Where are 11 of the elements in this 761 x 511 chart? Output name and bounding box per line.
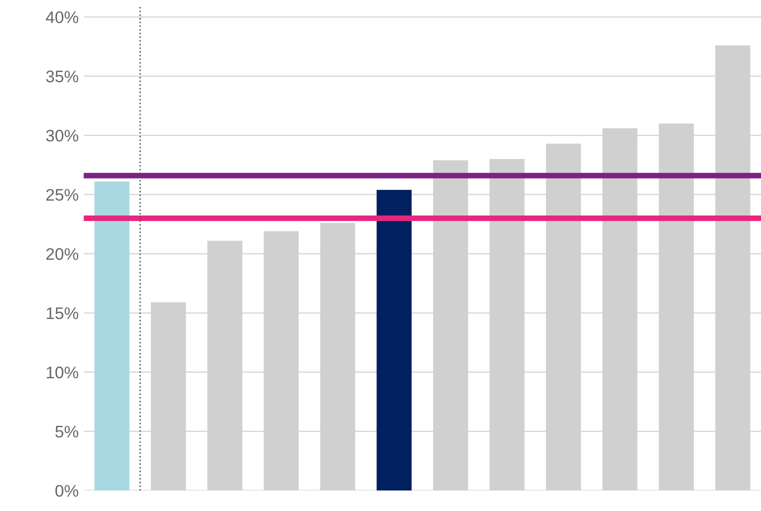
y-tick-label: 15% bbox=[46, 307, 78, 320]
y-tick-label: 0% bbox=[55, 484, 78, 497]
y-tick-label: 35% bbox=[46, 70, 78, 82]
y-tick-label: 30% bbox=[46, 130, 78, 142]
bar bbox=[376, 190, 412, 491]
y-tick-label: 40% bbox=[46, 11, 78, 24]
y-tick-label: 10% bbox=[46, 366, 78, 378]
y-tick-label: 20% bbox=[46, 248, 78, 260]
y-tick-label: 5% bbox=[55, 426, 78, 438]
bar bbox=[94, 182, 130, 491]
y-tick-label: 25% bbox=[46, 188, 78, 201]
